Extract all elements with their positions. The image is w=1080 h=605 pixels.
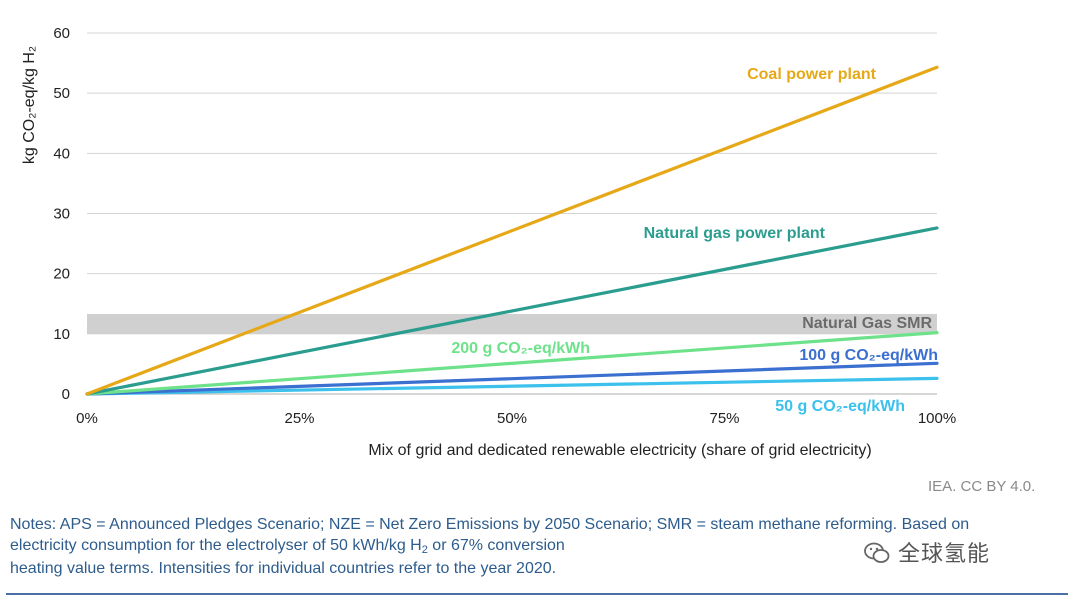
y-tick-label: 50: [53, 85, 70, 102]
smr-band-layer: [87, 313, 937, 334]
notes-line-3: heating value terms. Intensities for ind…: [10, 560, 557, 577]
x-tick-label: 75%: [709, 410, 739, 427]
notes-text-cont: or 67% conversion: [427, 537, 565, 554]
series-line: [85, 226, 939, 396]
smr-band: [87, 313, 937, 334]
series-line: [85, 331, 939, 396]
wechat-icon: [864, 542, 890, 563]
y-tick-label: 0: [62, 386, 70, 403]
series-label: 50 g CO₂-eq/kWh: [775, 398, 905, 415]
series-line: [85, 65, 939, 396]
y-tick-label: 10: [53, 326, 70, 343]
x-tick-label: 25%: [284, 410, 314, 427]
y-tick-label: 60: [53, 25, 70, 42]
notes-text: Notes: APS = Announced Pledges Scenario;…: [10, 516, 970, 554]
notes-subscript: 2: [421, 544, 428, 556]
series-label: 100 g CO₂-eq/kWh: [799, 347, 938, 364]
series-label: Natural gas power plant: [644, 225, 826, 242]
chart: 0 10 20 30 40 50 60 0% 25% 50% 75% 100% Coal power …: [21, 25, 956, 459]
x-tick-label: 100%: [918, 410, 956, 427]
y-axis-title: kg CO₂-eq/kg H₂: [21, 46, 38, 164]
series-label: 200 g CO₂-eq/kWh: [451, 340, 590, 357]
y-tick-label: 20: [53, 266, 70, 283]
watermark-text: 全球氢能: [898, 541, 991, 566]
notes: Notes: APS = Announced Pledges Scenario;…: [10, 514, 1010, 579]
x-tick-label: 0%: [76, 410, 98, 427]
y-tick-label: 30: [53, 206, 70, 223]
credit: IEA. CC BY 4.0.: [928, 478, 1036, 495]
series-labels: Coal power plant Natural gas power plant 2…: [451, 66, 938, 415]
series-line: [85, 361, 939, 396]
tick-labels: 0 10 20 30 40 50 60 0% 25% 50% 75% 100%: [53, 25, 956, 427]
series-line: [85, 376, 939, 396]
x-axis-title: Mix of grid and dedicated renewable elec…: [368, 442, 871, 459]
y-tick-label: 40: [53, 145, 70, 162]
watermark: 全球氢能: [864, 536, 990, 568]
smr-band-label: Natural Gas SMR: [802, 315, 932, 332]
series-label: Coal power plant: [747, 66, 877, 83]
series-layer: [85, 65, 939, 396]
x-tick-label: 50%: [497, 410, 527, 427]
bottom-rule: [6, 593, 1068, 595]
